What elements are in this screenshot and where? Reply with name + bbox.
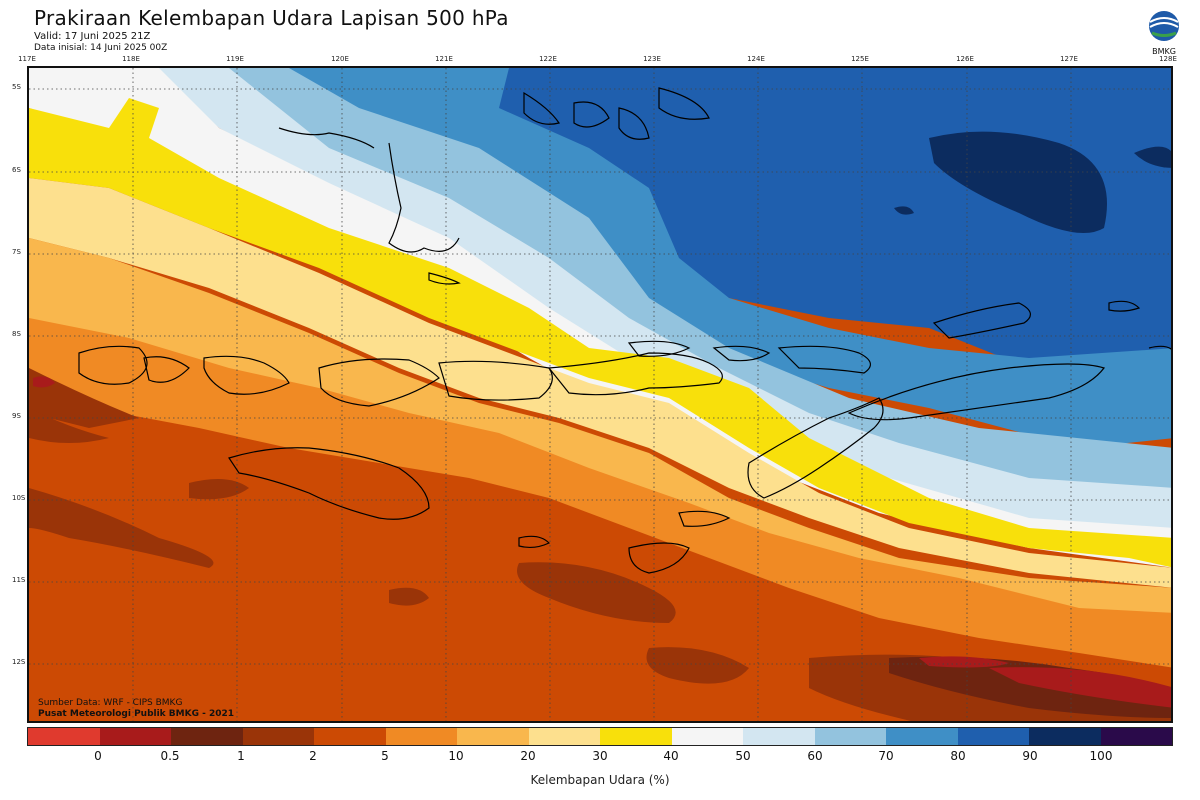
lon-tick: 121E <box>435 55 453 63</box>
colorbar-segment <box>314 728 386 745</box>
colorbar-segment <box>743 728 815 745</box>
band-2-5-patch <box>29 368 139 428</box>
colorbar-label: 60 <box>807 749 823 763</box>
band-40-50 <box>29 68 1171 568</box>
publisher-credit: Pusat Meteorologi Publik BMKG - 2021 <box>38 709 235 719</box>
lat-tick: 8S <box>12 330 21 338</box>
lat-tick: 11S <box>12 576 26 584</box>
lat-tick: 5S <box>12 83 21 91</box>
band-2-5-patch <box>189 479 249 500</box>
humidity-map[interactable] <box>27 66 1173 723</box>
band-2-5-patch <box>389 587 429 606</box>
lat-tick: 9S <box>12 412 21 420</box>
colorbar-segment <box>1100 728 1172 745</box>
colorbar-label: 100 <box>1089 749 1113 763</box>
band-30-40 <box>29 98 1171 568</box>
colorbar-label: 0.5 <box>160 749 180 763</box>
lon-tick: 124E <box>747 55 765 63</box>
colorbar <box>27 727 1173 746</box>
band-0.5-1-patch <box>33 376 55 388</box>
gridlines <box>29 68 1171 721</box>
colorbar-label: 20 <box>520 749 536 763</box>
colorbar-label: 50 <box>735 749 751 763</box>
lon-tick: 128E <box>1159 55 1177 63</box>
coastlines <box>78 87 1171 574</box>
colorbar-segment <box>957 728 1029 745</box>
colorbar-segment <box>1029 728 1101 745</box>
colorbar-segment <box>457 728 529 745</box>
band-5-10-light <box>29 318 1171 668</box>
lon-tick: 118E <box>122 55 140 63</box>
lat-tick: 6S <box>12 166 21 174</box>
logo-text: BMKG <box>1152 47 1176 56</box>
lon-tick: 122E <box>539 55 557 63</box>
colorbar-label: 0 <box>94 749 102 763</box>
colorbar-label: 40 <box>663 749 679 763</box>
colorbar-label: 80 <box>950 749 966 763</box>
colorbar-segment <box>814 728 886 745</box>
colorbar-label: 10 <box>448 749 464 763</box>
lat-tick: 10S <box>12 494 26 502</box>
colorbar-label: 30 <box>592 749 608 763</box>
band-2-5-patch <box>29 488 214 568</box>
colorbar-segment <box>385 728 457 745</box>
colorbar-label: 70 <box>878 749 894 763</box>
band-2-5-patch <box>646 647 749 684</box>
valid-time: Valid: 17 Juni 2025 21Z <box>34 31 151 42</box>
bmkg-logo-icon: BMKG <box>1144 8 1184 56</box>
lon-tick: 119E <box>226 55 244 63</box>
band-1-2-patch <box>889 656 1171 718</box>
colorbar-label: 1 <box>237 749 245 763</box>
band-50-60 <box>149 68 1171 538</box>
lon-tick: 125E <box>851 55 869 63</box>
band-20-30 <box>29 178 1171 588</box>
lon-tick: 120E <box>331 55 349 63</box>
colorbar-segment <box>528 728 600 745</box>
source-credit: Sumber Data: WRF - CIPS BMKG <box>38 698 183 708</box>
lat-tick: 7S <box>12 248 21 256</box>
page-title: Prakiraan Kelembapan Udara Lapisan 500 h… <box>34 6 509 30</box>
band-90-100-patch <box>929 131 1107 233</box>
colorbar-title: Kelembapan Udara (%) <box>530 773 670 787</box>
lon-tick: 117E <box>18 55 36 63</box>
lon-tick: 123E <box>643 55 661 63</box>
band-0.5-1-patch <box>989 667 1171 708</box>
map-canvas <box>29 68 1171 721</box>
colorbar-segment <box>886 728 958 745</box>
colorbar-segment <box>171 728 243 745</box>
colorbar-segment <box>242 728 314 745</box>
band-90-100-patch <box>894 206 914 215</box>
colorbar-segment <box>671 728 743 745</box>
lat-tick: 12S <box>12 658 26 666</box>
band-60-70 <box>199 68 1171 488</box>
lon-tick: 127E <box>1060 55 1078 63</box>
band-70-80 <box>249 68 1171 448</box>
colorbar-segment <box>28 728 100 745</box>
colorbar-label: 5 <box>381 749 389 763</box>
initial-data-time: Data inisial: 14 Juni 2025 00Z <box>34 43 168 53</box>
band-2-5-patch <box>29 408 109 443</box>
colorbar-segment <box>600 728 672 745</box>
band-90-100-patch <box>1134 146 1171 168</box>
band-2-5-patch <box>517 562 676 623</box>
colorbar-label: 2 <box>309 749 317 763</box>
colorbar-label: 90 <box>1022 749 1038 763</box>
lon-tick: 126E <box>956 55 974 63</box>
colorbar-segment <box>99 728 171 745</box>
band-0.5-1-patch <box>919 656 1009 668</box>
band-10-20 <box>29 238 1171 628</box>
